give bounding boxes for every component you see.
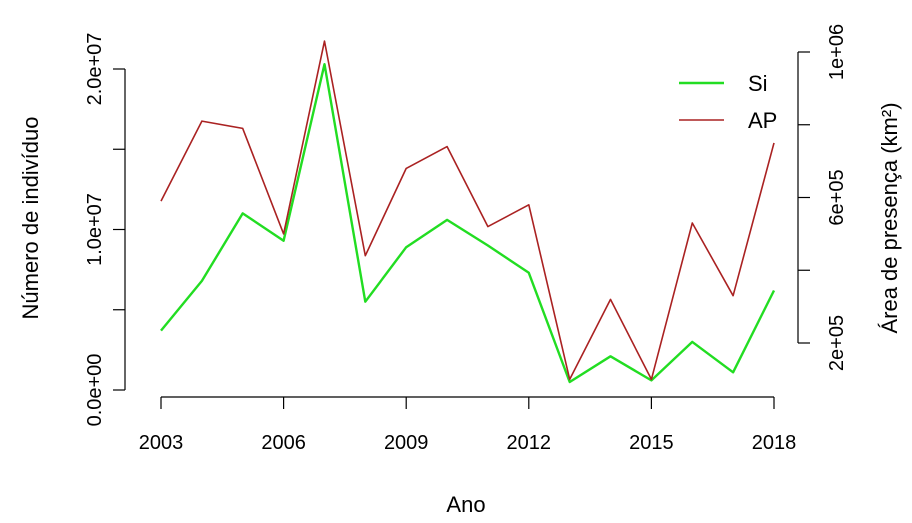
legend-label-si: Si — [748, 71, 768, 96]
right-y-axis: 2e+05 6e+05 1e+06 — [797, 24, 848, 371]
series-line-si — [160, 62, 776, 384]
x-tick-label: 2018 — [752, 432, 797, 454]
x-tick-label: 2006 — [261, 432, 306, 454]
right-tick-label: 1e+06 — [826, 24, 848, 80]
x-axis-label: Ano — [446, 492, 485, 517]
left-y-axis-label: Número de indivíduo — [18, 116, 43, 319]
x-axis: 2003 2006 2009 2012 2015 2018 — [139, 396, 797, 454]
x-tick-label: 2003 — [139, 432, 184, 454]
right-y-axis-label: Área de presença (km²) — [877, 102, 902, 333]
right-tick-label: 6e+05 — [826, 169, 848, 225]
x-tick-label: 2015 — [629, 432, 674, 454]
left-tick-label: 0.0e+00 — [84, 354, 106, 427]
x-tick-label: 2009 — [384, 432, 429, 454]
plot-lines — [160, 40, 776, 384]
legend-label-ap: AP — [748, 108, 777, 133]
left-tick-label: 2.0e+07 — [84, 33, 106, 106]
left-tick-label: 1.0e+07 — [84, 193, 106, 266]
legend: Si AP — [679, 71, 777, 133]
series-line-ap — [160, 40, 775, 381]
x-tick-label: 2012 — [507, 432, 552, 454]
right-tick-label: 2e+05 — [826, 315, 848, 371]
left-y-axis: 0.0e+00 1.0e+07 2.0e+07 — [84, 33, 126, 427]
